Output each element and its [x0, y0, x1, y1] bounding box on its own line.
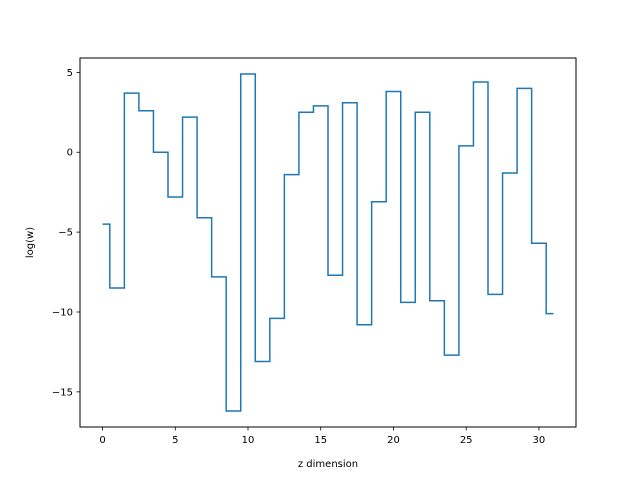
y-tick-label: −10 — [52, 307, 73, 318]
axes-frame — [79, 57, 577, 428]
x-tick-label: 15 — [314, 435, 327, 446]
x-axis-ticks: 0 5 10 15 20 25 30 — [99, 427, 545, 446]
y-tick-label: 5 — [67, 68, 73, 79]
x-tick-label: 25 — [460, 435, 473, 446]
x-tick-label: 10 — [242, 435, 255, 446]
x-axis-label: z dimension — [298, 459, 358, 470]
y-tick-label: −5 — [58, 228, 73, 239]
y-axis-ticks: −15 −10 −5 0 5 — [52, 68, 80, 398]
x-tick-label: 20 — [387, 435, 400, 446]
x-tick-label: 5 — [172, 435, 178, 446]
y-tick-label: −15 — [52, 387, 73, 398]
y-tick-label: 0 — [67, 148, 73, 159]
plot-layer — [102, 73, 554, 412]
series-line-0 — [102, 73, 554, 412]
y-axis-label: log(w) — [25, 227, 36, 258]
x-tick-label: 0 — [99, 435, 105, 446]
x-tick-label: 30 — [533, 435, 546, 446]
